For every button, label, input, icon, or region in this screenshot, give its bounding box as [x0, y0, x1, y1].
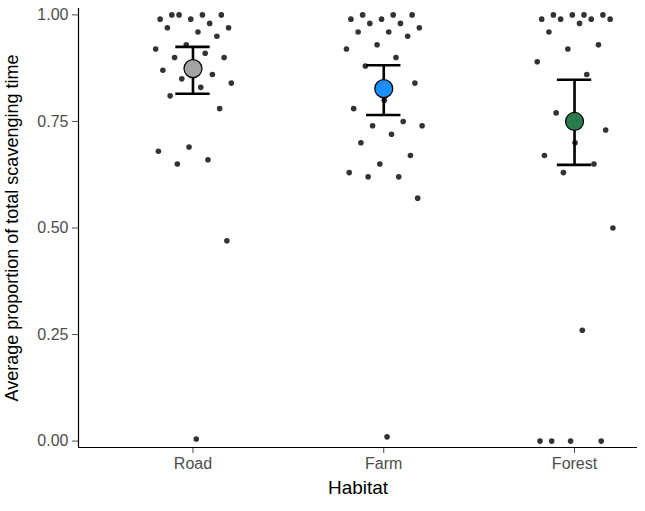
- svg-text:0.00: 0.00: [37, 432, 68, 449]
- svg-text:Habitat: Habitat: [328, 477, 389, 498]
- svg-text:Average proportion of total sc: Average proportion of total scavenging t…: [2, 55, 22, 402]
- svg-text:1.00: 1.00: [37, 6, 68, 23]
- svg-text:0.75: 0.75: [37, 113, 68, 130]
- svg-text:0.50: 0.50: [37, 219, 68, 236]
- svg-text:Road: Road: [174, 455, 212, 472]
- svg-text:0.25: 0.25: [37, 326, 68, 343]
- svg-text:Forest: Forest: [552, 455, 598, 472]
- svg-text:Farm: Farm: [365, 455, 402, 472]
